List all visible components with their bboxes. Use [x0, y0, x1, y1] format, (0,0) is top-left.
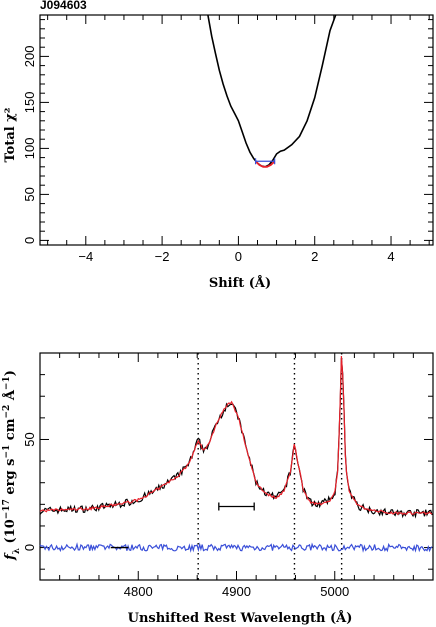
y-tick-label: 200: [22, 46, 37, 68]
x-tick-label: 4: [387, 249, 394, 264]
spectrum-series: [39, 355, 433, 553]
y-label-part: −17: [2, 499, 12, 519]
spectrum-panel: 4800 4900 5000 0 50 Unshifted Rest Wavelengt…: [2, 352, 434, 626]
y-label-part: Å: [2, 389, 18, 405]
y-label-part: ): [3, 370, 18, 376]
chi2-panel-title: J094603: [40, 0, 87, 12]
spectrum-y-axis-label: fλ (10−17 erg s−1 cm−2 Å−1): [2, 370, 22, 561]
spectrum-tick-labels: 4800 4900 5000 0 50: [22, 432, 349, 599]
y-tick-label: 0: [22, 237, 37, 244]
y-tick-label: 150: [22, 92, 37, 114]
x-tick-label: 0: [235, 249, 242, 264]
chi2-plot-frame: [39, 14, 434, 246]
y-label-part: f: [3, 552, 18, 561]
chi2-ticks: [40, 15, 433, 245]
chi2-curve: [207, 14, 337, 168]
chi2-x-axis-label: Shift (Å): [209, 275, 271, 291]
observed-spectrum: [39, 358, 433, 519]
model-spectrum: [39, 355, 433, 516]
x-tick-label: −2: [155, 249, 170, 264]
chi2-series: [207, 14, 337, 168]
y-label-part: (10: [3, 519, 18, 548]
y-label-part: cm: [3, 418, 18, 444]
y-tick-label: 50: [22, 187, 37, 201]
chi2-y-axis-label: Total χ²: [3, 108, 18, 163]
y-label-part: −1: [2, 376, 12, 390]
chi2-minimum-fit: [254, 160, 276, 168]
x-tick-label: 2: [311, 249, 318, 264]
residual-spectrum: [39, 542, 433, 553]
chi2-panel: −4 −2 0 2 4 0 50 100 150 200 J094603 Shift (Å) To…: [3, 0, 434, 291]
y-label-part: −2: [2, 405, 12, 419]
x-tick-label: 4800: [124, 584, 153, 599]
y-label-part: erg s: [3, 459, 18, 500]
spectrum-annotations: [110, 502, 255, 549]
y-label-part: λ: [12, 548, 22, 554]
x-tick-label: −4: [78, 249, 93, 264]
x-tick-label: 4900: [222, 584, 251, 599]
y-tick-label: 0: [22, 544, 37, 551]
chi2-tick-labels: −4 −2 0 2 4 0 50 100 150 200: [22, 46, 395, 264]
y-tick-label: 100: [22, 138, 37, 160]
x-tick-label: 5000: [320, 584, 349, 599]
spectrum-x-axis-label: Unshifted Rest Wavelength (Å): [128, 610, 353, 626]
y-tick-label: 50: [22, 432, 37, 446]
y-label-part: −1: [2, 445, 12, 459]
